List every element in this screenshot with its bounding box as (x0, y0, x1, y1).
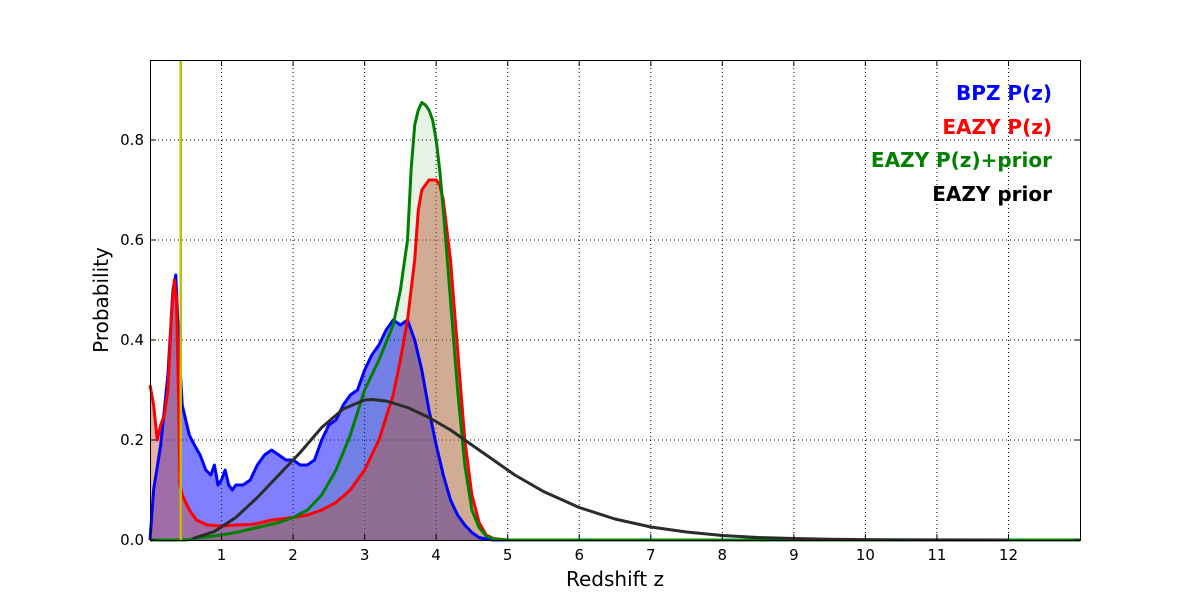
legend: BPZ P(z) EAZY P(z) EAZY P(z)+prior EAZY … (871, 81, 1052, 206)
y-tick-label: 0.4 (120, 331, 144, 349)
y-axis-label: Probability (89, 247, 113, 353)
legend-entry-eazy-prior-combined: EAZY P(z)+prior (871, 148, 1052, 172)
x-tick-label: 7 (646, 546, 656, 564)
series-area-1 (150, 180, 1080, 540)
x-tick-label: 11 (927, 546, 946, 564)
x-tick-label: 12 (999, 546, 1018, 564)
series-layer (148, 101, 1080, 542)
x-axis-label: Redshift z (566, 567, 664, 591)
y-tick-label: 0.8 (120, 131, 144, 149)
series-line-0 (148, 273, 1080, 542)
legend-entry-bpz: BPZ P(z) (956, 81, 1052, 105)
x-tick-label: 5 (503, 546, 513, 564)
x-tick-label: 6 (574, 546, 584, 564)
y-tick-label: 0.2 (120, 431, 144, 449)
legend-entry-eazy: EAZY P(z) (942, 115, 1052, 139)
x-tick-label: 8 (718, 546, 728, 564)
grid-lines (150, 60, 1080, 541)
y-tick-label: 0.6 (120, 231, 144, 249)
legend-entry-eazy-prior: EAZY prior (932, 182, 1052, 206)
x-tick-label: 9 (789, 546, 799, 564)
series-line-1 (148, 178, 1080, 542)
x-tick-label: 4 (431, 546, 441, 564)
series-line-3 (192, 398, 1009, 542)
x-tick-label: 2 (288, 546, 298, 564)
x-tick-label: 3 (360, 546, 370, 564)
x-tick-label: 1 (217, 546, 227, 564)
series-area-0 (150, 275, 1080, 540)
plot-frame (150, 60, 1081, 541)
axis-ticks: 1 2 3 4 5 6 7 8 9 10 11 120.00.20.40.60.8 (120, 60, 1080, 564)
y-tick-label: 0.0 (120, 531, 144, 549)
x-tick-label: 10 (856, 546, 875, 564)
series-line-2 (150, 101, 1080, 542)
